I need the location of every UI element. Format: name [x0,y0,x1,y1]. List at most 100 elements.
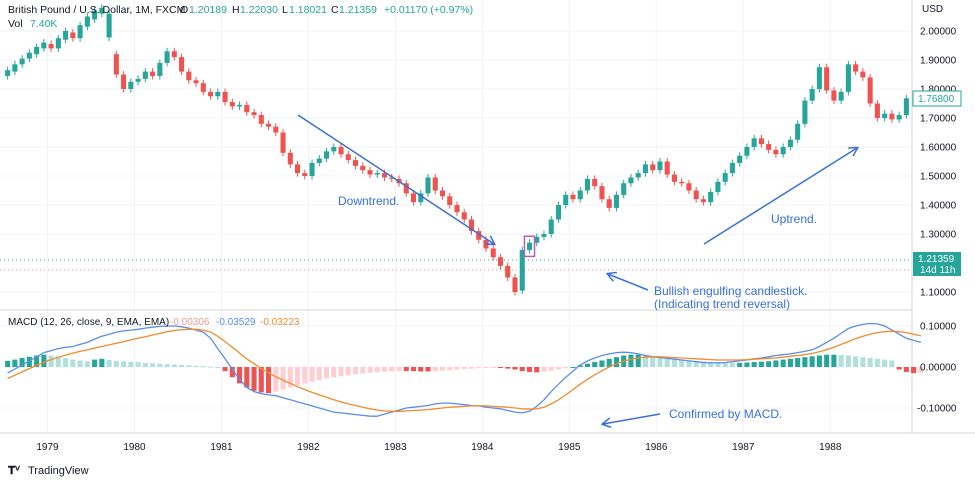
candle [584,175,591,194]
candle-body [34,46,40,55]
histogram-bar [302,367,308,384]
candle [671,171,677,186]
high-label: H [232,4,240,16]
candle-body [367,170,373,175]
histogram-bar [809,356,815,367]
candle-body [360,165,366,171]
histogram-bar [5,360,11,367]
candle-body [708,191,714,203]
candle-body [142,71,148,79]
histogram-bar [519,367,525,372]
candle [744,143,750,160]
candle-body [26,52,32,59]
histogram-bar [142,362,148,367]
tradingview-logo[interactable]: 𝐓ⱽ TradingView [8,465,89,477]
candle [642,160,648,177]
candle [577,187,583,203]
macd-histogram [5,354,924,394]
histogram-bar [316,367,322,381]
histogram-bar [179,364,185,367]
histogram-bar [208,366,214,368]
candle-body [186,71,192,81]
candle-body [896,115,902,120]
candle-body [70,32,76,39]
histogram-bar [867,357,873,367]
histogram-bar [410,367,417,372]
time-axis-ticks[interactable]: 1979 1980 1981 1982 1983 1984 1985 1986 1987 1988 [36,442,841,453]
candle-body [77,25,83,39]
candle [693,187,699,203]
candle [12,60,18,76]
candle-body [606,199,612,208]
histogram-bar [555,367,562,370]
candle [773,146,779,158]
candle-body [331,147,337,152]
histogram-bar [744,362,750,367]
candle-body [237,104,243,107]
candle-body [563,194,569,205]
candle-body [802,100,808,124]
candle [193,76,199,87]
candle [519,246,525,295]
candle-body [758,138,764,145]
candle [679,178,685,187]
time-tick-label: 1980 [123,442,146,453]
histogram-bar [55,356,61,367]
candle [439,187,446,200]
symbol-title[interactable]: British Pound / U.S. Dollar, 1M, FXCM [8,4,185,16]
downtrend-label: Downtrend. [338,194,399,208]
candle [237,101,243,110]
histogram-bar [338,367,344,377]
candle-body [693,190,699,200]
candle-body [5,70,11,76]
candle [179,53,185,76]
close-value: 1.21359 [339,4,377,16]
candle [700,195,706,206]
histogram-bar [606,358,612,367]
candle [592,175,598,190]
histogram-bar [403,367,409,372]
histogram-bar [896,367,902,370]
candle-body [497,257,504,266]
histogram-bar [266,367,272,394]
price-axis-ticks[interactable]: 2.00000 1.90000 1.80000 1.70000 1.60000 1.500… [920,27,957,299]
candle-body [570,194,576,200]
volume-label[interactable]: Vol [8,18,23,30]
time-tick-label: 1984 [471,442,494,453]
candle-body [628,177,634,184]
candle [84,13,90,31]
candle [802,97,808,128]
candle-body [686,183,692,191]
histogram-bar [193,365,199,367]
candle-body [222,91,228,103]
histogram-bar [389,367,395,372]
signal-line-value: -0.03223 [260,317,300,328]
candle [824,63,830,94]
histogram-bar [345,367,351,376]
histogram-bar [323,367,330,379]
candle [331,143,337,155]
candle [737,152,743,167]
candle-body [447,196,453,205]
macd-indicator-label[interactable]: MACD (12, 26, close, 9, EMA, EMA) [8,317,169,328]
macd-axis-ticks[interactable]: 0.10000 0.00000 -0.10000 [917,322,957,415]
candle [831,86,837,105]
candle [244,101,250,116]
candle-body [744,147,750,156]
candle-body [258,115,264,124]
candle [5,66,11,80]
price-tick-label: 1.10000 [920,288,957,299]
candle [563,191,569,209]
candle-body [266,123,272,127]
candle [476,227,482,244]
candle [171,47,177,61]
candle [882,110,888,122]
engulfing-label-line1: Bullish engulfing candlestick. [654,284,807,298]
time-tick-label: 1985 [558,442,581,453]
histogram-bar [454,367,460,370]
candle-body [99,7,105,14]
histogram-bar [483,367,489,368]
candle-body [179,57,185,72]
engulfing-highlight-box [523,235,536,258]
